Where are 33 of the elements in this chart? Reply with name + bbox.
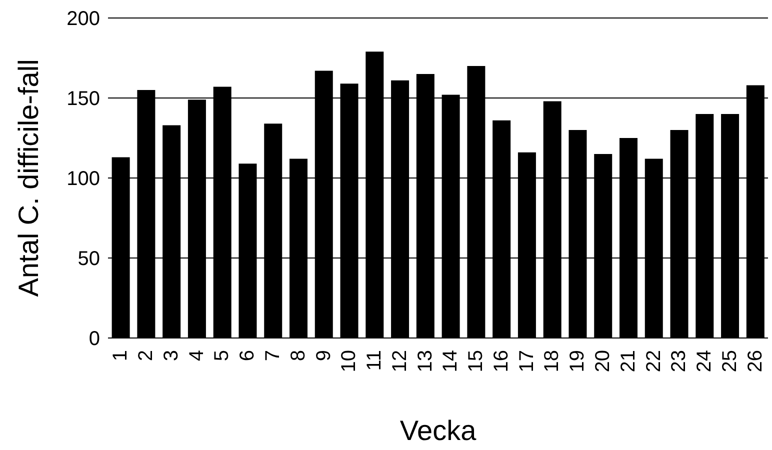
x-tick-label: 5 [211, 350, 234, 362]
x-tick-label: 15 [465, 350, 488, 372]
x-tick-label: 14 [440, 350, 462, 372]
x-tick-label: 16 [490, 350, 512, 372]
x-tick-label: 3 [160, 350, 182, 362]
y-tick-label: 100 [66, 168, 100, 190]
x-tick-label: 26 [744, 350, 766, 372]
x-tick-label: 22 [642, 350, 665, 372]
x-tick-label: 24 [694, 350, 716, 372]
x-tick-label: 13 [414, 350, 436, 372]
x-tick-label: 12 [388, 350, 411, 372]
y-tick-label: 200 [66, 8, 100, 30]
x-tick-label: 20 [592, 350, 614, 372]
x-tick-label: 7 [262, 350, 284, 362]
x-tick-label: 11 [364, 350, 386, 371]
y-tick-label: 150 [66, 88, 100, 110]
x-tick-label: 1 [110, 350, 132, 362]
x-tick-label: 18 [541, 350, 564, 372]
x-tick-label: 23 [668, 350, 690, 372]
x-tick-label: 4 [186, 350, 208, 362]
x-tick-label: 19 [566, 350, 589, 372]
y-tick-label: 50 [78, 248, 100, 270]
x-tick-label: 17 [516, 350, 538, 372]
x-tick-label: 25 [718, 350, 741, 372]
y-tick-label: 0 [88, 328, 100, 350]
x-tick-label: 6 [236, 350, 259, 362]
x-tick-label: 21 [617, 350, 640, 372]
x-tick-label: 9 [312, 350, 335, 362]
x-tick-label: 10 [338, 350, 360, 372]
x-axis-title: Vecka [400, 415, 477, 446]
x-tick-label: 8 [287, 350, 310, 362]
y-axis-title: Antal C. difficile-fall [12, 59, 44, 297]
x-tick-label: 2 [135, 350, 158, 362]
